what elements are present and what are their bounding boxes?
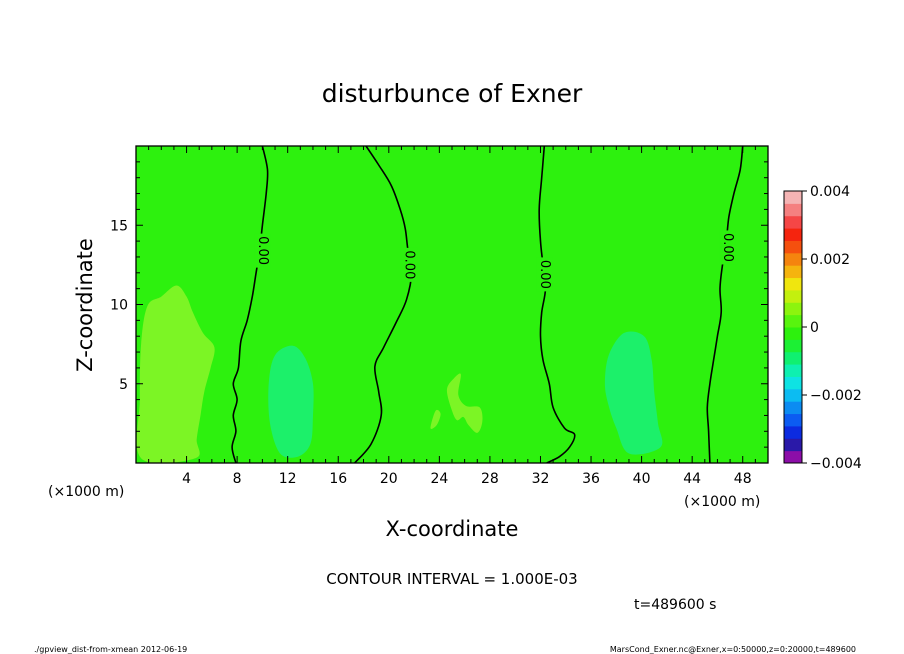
colorbar-swatch — [784, 240, 802, 254]
colorbar-swatch — [784, 203, 802, 217]
colorbar-swatch — [784, 413, 802, 427]
colorbar-swatch — [784, 376, 802, 390]
colorbar-swatch — [784, 252, 802, 266]
x-tick-label: 16 — [329, 471, 347, 487]
y-tick-label: 10 — [110, 298, 128, 314]
colorbar-swatch — [784, 438, 802, 452]
colorbar-ticks: 0.004 0.002 0 −0.002 −0.004 — [802, 184, 862, 472]
contour-label-gap — [401, 247, 418, 282]
contour-label-gap — [254, 233, 271, 268]
colorbar-tick-label: −0.002 — [810, 388, 862, 404]
chart-title: disturbunce of Exner — [322, 79, 583, 108]
x-tick-label: 28 — [481, 471, 499, 487]
contour-label: 0.00 — [255, 236, 270, 265]
x-tick-label: 8 — [233, 471, 242, 487]
colorbar-swatch — [784, 302, 802, 316]
colorbar — [783, 190, 803, 464]
contour-line — [706, 146, 744, 463]
colorbar-tick-label: −0.004 — [810, 456, 862, 472]
colorbar-swatch — [784, 388, 802, 402]
y-tick-label: 5 — [119, 377, 128, 393]
shaded-regions — [136, 285, 663, 463]
x-unit-left: (×1000 m) — [48, 484, 124, 500]
colorbar-swatch — [784, 351, 802, 365]
plot-area: 0.00 0.00 0.00 0.00 — [135, 145, 769, 464]
colorbar-swatch — [784, 450, 802, 464]
time-label: t=489600 s — [634, 597, 716, 613]
plot-background — [136, 146, 768, 463]
x-tick-label: 36 — [582, 471, 600, 487]
contour-line — [538, 146, 576, 463]
y-axis: 5 10 15 — [110, 161, 768, 448]
shaded-region — [430, 409, 441, 429]
colorbar-swatch — [784, 277, 802, 291]
colorbar-swatch — [784, 314, 802, 328]
x-tick-label: 12 — [279, 471, 297, 487]
x-tick-label: 4 — [182, 471, 191, 487]
colorbar-swatch — [784, 228, 802, 241]
contour-labels: 0.00 0.00 0.00 0.00 — [254, 230, 736, 292]
colorbar-swatch — [784, 339, 802, 353]
shaded-region — [604, 331, 663, 455]
x-tick-label: 44 — [683, 471, 701, 487]
shaded-region — [268, 345, 314, 458]
colorbar-swatch — [784, 425, 802, 439]
shaded-region — [446, 373, 483, 433]
contour-line — [231, 146, 269, 463]
colorbar-swatch — [784, 265, 802, 279]
contour-label-gap — [536, 257, 553, 292]
contour-label-gap — [719, 230, 736, 265]
contour-lines — [231, 146, 744, 463]
colorbar-swatch — [784, 401, 802, 415]
colorbar-swatch — [784, 191, 802, 204]
contour-label: 0.00 — [720, 233, 735, 262]
y-tick-label: 15 — [110, 218, 128, 234]
shaded-region — [136, 285, 215, 463]
x-tick-label: 24 — [430, 471, 448, 487]
contour-line — [354, 146, 413, 463]
x-tick-label: 40 — [633, 471, 651, 487]
x-tick-label: 48 — [734, 471, 752, 487]
colorbar-swatch — [784, 215, 802, 229]
colorbar-swatch — [784, 364, 802, 377]
x-tick-label: 20 — [380, 471, 398, 487]
colorbar-tick-label: 0 — [810, 320, 819, 336]
contour-interval-label: CONTOUR INTERVAL = 1.000E-03 — [326, 570, 577, 588]
footer-left: ./gpview_dist-from-xmean 2012-06-19 — [34, 645, 187, 654]
contour-label: 0.00 — [537, 260, 552, 289]
contour-label: 0.00 — [402, 250, 417, 279]
y-axis-label: Z-coordinate — [73, 238, 97, 372]
x-tick-label: 32 — [532, 471, 550, 487]
footer-right: MarsCond_Exner.nc@Exner,x=0:50000,z=0:20… — [610, 645, 856, 654]
x-axis-label: X-coordinate — [386, 517, 519, 541]
colorbar-swatch — [784, 327, 802, 340]
x-axis: 4 8 12 16 20 24 28 32 36 40 44 48 — [148, 146, 756, 487]
colorbar-swatch — [784, 289, 802, 303]
colorbar-tick-label: 0.002 — [810, 252, 850, 268]
x-unit-right: (×1000 m) — [684, 494, 760, 510]
colorbar-tick-label: 0.004 — [810, 184, 850, 200]
